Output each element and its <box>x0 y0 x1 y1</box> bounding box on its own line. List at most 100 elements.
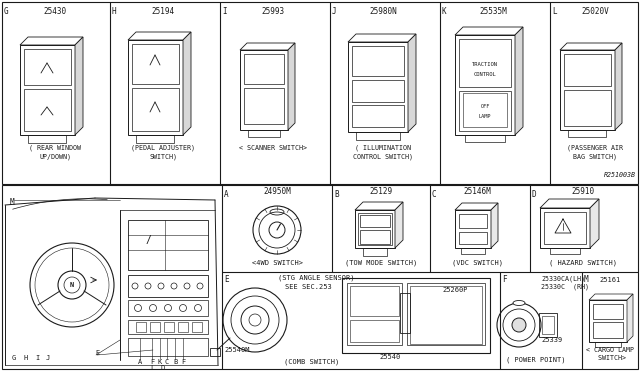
Text: 25330C  (RH): 25330C (RH) <box>541 284 589 290</box>
Text: 25146M: 25146M <box>463 187 491 196</box>
Polygon shape <box>515 27 523 135</box>
Polygon shape <box>288 43 295 130</box>
Text: 25339: 25339 <box>541 337 563 343</box>
Bar <box>210 348 220 356</box>
Bar <box>544 212 586 244</box>
Bar <box>150 322 160 332</box>
Text: C: C <box>432 190 436 199</box>
Bar <box>128 220 208 270</box>
Text: N: N <box>70 282 74 288</box>
Text: ( ILLUMINATION: ( ILLUMINATION <box>355 145 411 151</box>
Polygon shape <box>455 27 523 35</box>
Polygon shape <box>183 32 191 135</box>
Ellipse shape <box>513 301 525 305</box>
Text: 25980N: 25980N <box>369 7 397 16</box>
Text: I: I <box>222 7 227 16</box>
Text: G: G <box>4 7 8 16</box>
Text: M: M <box>584 275 589 284</box>
Bar <box>455 35 515 135</box>
Text: 25260P: 25260P <box>442 287 468 293</box>
Text: 25535M: 25535M <box>479 7 507 16</box>
Text: (COMB SWITCH): (COMB SWITCH) <box>284 359 340 365</box>
Bar <box>352 80 404 102</box>
Polygon shape <box>348 34 416 42</box>
Polygon shape <box>355 202 403 210</box>
Polygon shape <box>491 203 498 248</box>
Text: A: A <box>138 359 142 365</box>
Bar <box>595 342 621 347</box>
Bar <box>350 320 399 342</box>
Text: OFF: OFF <box>480 105 490 109</box>
Text: 25194: 25194 <box>152 7 175 16</box>
Text: CONTROL: CONTROL <box>474 73 497 77</box>
Bar <box>589 300 627 342</box>
Bar <box>2 2 638 184</box>
Bar <box>132 44 179 84</box>
Text: < SCANNER SWITCH>: < SCANNER SWITCH> <box>239 145 307 151</box>
Bar <box>248 130 280 137</box>
Text: M: M <box>10 198 15 207</box>
Bar <box>240 50 288 130</box>
Bar <box>136 135 174 143</box>
Text: (PASSENGER AIR: (PASSENGER AIR <box>567 145 623 151</box>
Text: ( HAZARD SWITCH): ( HAZARD SWITCH) <box>549 260 617 266</box>
Bar <box>465 135 505 142</box>
Text: BAG SWITCH): BAG SWITCH) <box>573 154 617 160</box>
Text: J: J <box>332 7 337 16</box>
Bar <box>128 338 208 356</box>
Text: 25540M: 25540M <box>224 347 250 353</box>
Text: B: B <box>334 190 339 199</box>
Bar <box>564 90 611 126</box>
Bar <box>593 322 623 338</box>
Polygon shape <box>590 199 599 248</box>
Bar <box>539 313 557 337</box>
Polygon shape <box>627 294 633 342</box>
Text: 25330CA(LH): 25330CA(LH) <box>541 276 585 282</box>
Text: 25430: 25430 <box>44 7 67 16</box>
Bar <box>352 105 404 127</box>
Bar <box>28 135 66 143</box>
Text: (STG ANGLE SENSOR): (STG ANGLE SENSOR) <box>278 275 355 281</box>
Polygon shape <box>455 203 498 210</box>
Text: 25910: 25910 <box>572 187 595 196</box>
Text: SWITCH): SWITCH) <box>149 154 177 160</box>
Text: <4WD SWITCH>: <4WD SWITCH> <box>252 260 303 266</box>
Bar <box>463 93 507 127</box>
Text: < CARGO LAMP: < CARGO LAMP <box>586 347 634 353</box>
Polygon shape <box>615 43 622 130</box>
Text: E: E <box>95 350 99 356</box>
Bar <box>348 42 408 132</box>
Polygon shape <box>20 37 83 45</box>
Text: C: C <box>165 359 169 365</box>
Text: H: H <box>112 7 116 16</box>
Bar <box>355 210 395 248</box>
Text: LAMP: LAMP <box>479 115 492 119</box>
Circle shape <box>512 318 526 332</box>
Bar <box>560 50 615 130</box>
Text: CONTROL SWITCH): CONTROL SWITCH) <box>353 154 413 160</box>
Bar <box>20 45 75 135</box>
Text: F: F <box>181 359 185 365</box>
Bar <box>363 248 387 256</box>
Bar <box>350 286 399 316</box>
Text: ( REAR WINDOW: ( REAR WINDOW <box>29 145 81 151</box>
Bar <box>24 49 71 85</box>
Bar <box>356 132 400 140</box>
Text: K: K <box>442 7 447 16</box>
Bar <box>244 88 284 124</box>
Polygon shape <box>589 294 633 300</box>
Bar <box>568 130 606 137</box>
Text: R251003B: R251003B <box>604 172 636 178</box>
Bar <box>342 278 490 353</box>
Text: E: E <box>224 275 228 284</box>
Text: (TOW MODE SWITCH): (TOW MODE SWITCH) <box>345 260 417 266</box>
Text: SWITCH>: SWITCH> <box>594 355 626 361</box>
Text: J: J <box>46 355 51 361</box>
Bar <box>564 54 611 86</box>
Bar <box>244 54 284 84</box>
Bar <box>132 88 179 131</box>
Bar <box>360 215 390 227</box>
Text: 25993: 25993 <box>261 7 285 16</box>
Text: 25540: 25540 <box>380 354 401 360</box>
Bar <box>128 300 208 316</box>
